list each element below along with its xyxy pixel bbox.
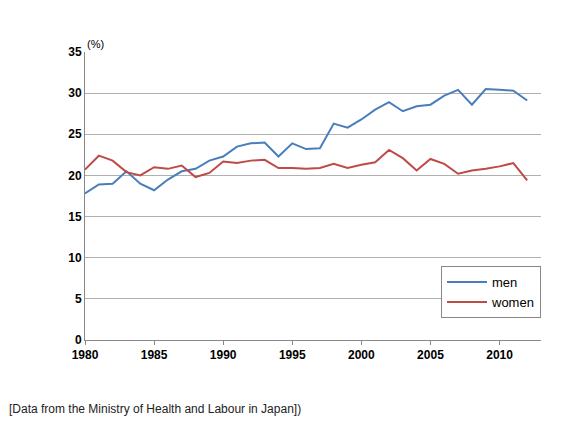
svg-text:5: 5	[75, 292, 82, 306]
svg-text:10: 10	[68, 251, 82, 265]
svg-text:(%): (%)	[87, 38, 104, 50]
svg-text:1985: 1985	[141, 348, 168, 362]
svg-text:1980: 1980	[72, 348, 99, 362]
svg-text:2000: 2000	[348, 348, 375, 362]
svg-text:0: 0	[75, 333, 82, 347]
svg-text:15: 15	[68, 210, 82, 224]
svg-text:women: women	[491, 295, 534, 310]
svg-text:1995: 1995	[279, 348, 306, 362]
svg-text:2010: 2010	[486, 348, 513, 362]
svg-text:35: 35	[68, 45, 82, 59]
svg-text:1990: 1990	[210, 348, 237, 362]
svg-text:25: 25	[68, 127, 82, 141]
svg-text:20: 20	[68, 169, 82, 183]
svg-text:2005: 2005	[417, 348, 444, 362]
svg-text:[Data from the Ministry of Hea: [Data from the Ministry of Health and La…	[9, 402, 301, 416]
svg-text:men: men	[492, 275, 517, 290]
svg-text:30: 30	[68, 86, 82, 100]
